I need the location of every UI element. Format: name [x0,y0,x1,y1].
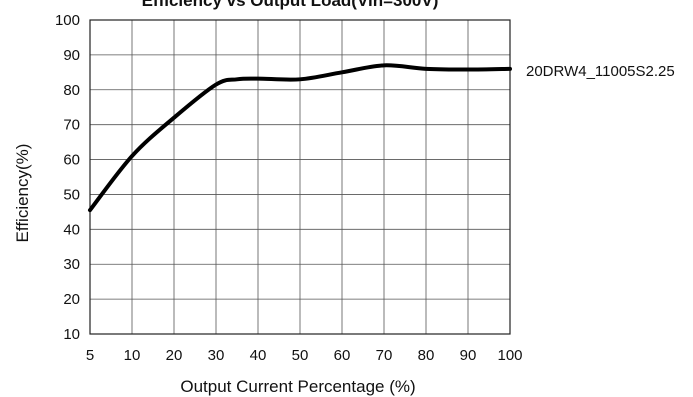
y-tick-label: 90 [63,47,80,64]
series-layer [88,63,512,213]
x-tick-label: 80 [418,347,435,364]
x-tick-label: 30 [208,347,225,364]
x-tick-label: 20 [166,347,183,364]
x-axis-label: Output Current Percentage (%) [180,377,415,396]
y-tick-label: 60 [63,152,80,169]
y-tick-label: 10 [63,326,80,343]
plot-frame [89,19,511,335]
y-tick-label: 40 [63,221,80,238]
y-axis-ticks: 100 90 80 70 60 50 40 30 20 10 [55,12,80,343]
y-tick-label: 80 [63,82,80,99]
legend-series-label: 20DRW4_11005S2.25 [526,63,675,80]
y-tick-label: 50 [63,186,80,203]
x-tick-label: 100 [497,347,522,364]
y-tick-label: 30 [63,256,80,273]
x-tick-label: 50 [292,347,309,364]
x-tick-label: 40 [250,347,267,364]
x-axis-ticks: 5 10 20 30 40 50 60 70 80 90 100 [86,347,523,364]
y-tick-label: 70 [63,117,80,134]
y-axis-label: Efficiency(%) [13,144,32,243]
x-tick-label: 70 [376,347,393,364]
x-tick-label: 5 [86,347,94,364]
x-tick-label: 60 [334,347,351,364]
x-tick-label: 10 [124,347,141,364]
series-line [88,63,512,213]
y-tick-label: 20 [63,291,80,308]
x-tick-label: 90 [460,347,477,364]
y-tick-label: 100 [55,12,80,29]
chart-title: Efficiency vs Output Load(Vin=300V) [142,0,439,10]
grid [89,19,511,335]
